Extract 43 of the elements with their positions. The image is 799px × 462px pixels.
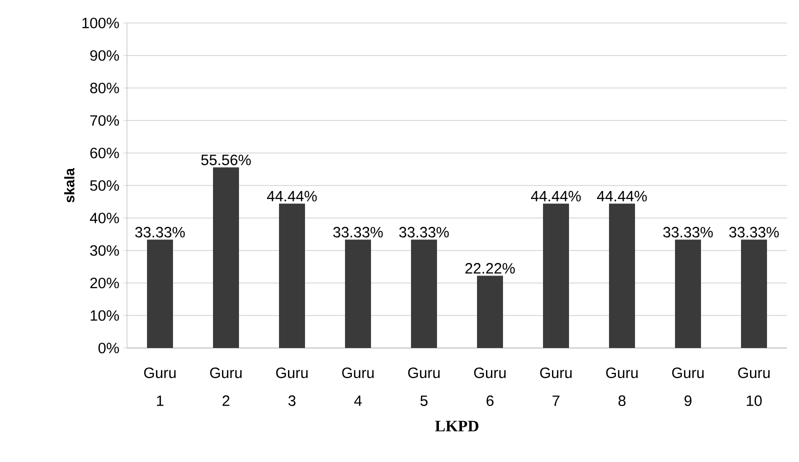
bar: [741, 240, 768, 348]
y-tick-label: 100%: [82, 18, 119, 28]
x-tick-label: Guru 2: [210, 368, 242, 406]
x-tick-label: Guru 1: [144, 368, 176, 406]
y-tick-label: 20%: [90, 278, 119, 288]
data-label: 44.44%: [267, 190, 317, 202]
data-label: 33.33%: [399, 226, 449, 238]
y-axis-title: skala: [64, 168, 74, 202]
x-tick-label: Guru 10: [738, 368, 770, 406]
y-tick-label: 10%: [90, 310, 119, 321]
data-label: 44.44%: [531, 190, 581, 202]
data-label: 55.56%: [201, 154, 251, 166]
x-tick-label: Guru 4: [342, 368, 374, 406]
x-tick-label: Guru 3: [276, 368, 308, 406]
data-label: 33.33%: [663, 226, 713, 238]
y-tick-label: 50%: [90, 180, 119, 191]
x-tick-label: Guru 6: [474, 368, 506, 406]
y-tick-label: 30%: [90, 245, 119, 256]
bar: [609, 204, 636, 348]
bar: [543, 204, 570, 348]
x-tick-label: Guru 7: [540, 368, 572, 406]
y-tick-label: 0%: [98, 342, 119, 354]
x-axis-title: LKPD: [435, 420, 478, 432]
x-tick-label: Guru 9: [672, 368, 704, 406]
bar: [345, 240, 372, 348]
y-tick-label: 90%: [90, 50, 119, 61]
bar: [477, 276, 504, 348]
y-tick-label: 70%: [90, 115, 119, 126]
bar: [675, 240, 702, 348]
bar: [147, 240, 173, 348]
y-tick-label: 40%: [90, 212, 119, 224]
data-label: 33.33%: [333, 226, 383, 238]
data-label: 22.22%: [465, 263, 515, 274]
data-label: 33.33%: [729, 226, 779, 238]
y-tick-label: 80%: [90, 82, 119, 94]
bar: [213, 167, 239, 348]
bar: [411, 240, 438, 348]
bar: [279, 204, 306, 348]
data-label: 33.33%: [135, 226, 185, 238]
y-tick-label: 60%: [90, 148, 119, 158]
x-tick-label: Guru 5: [408, 368, 440, 406]
data-label: 44.44%: [597, 190, 647, 202]
x-tick-label: Guru 8: [606, 368, 638, 406]
